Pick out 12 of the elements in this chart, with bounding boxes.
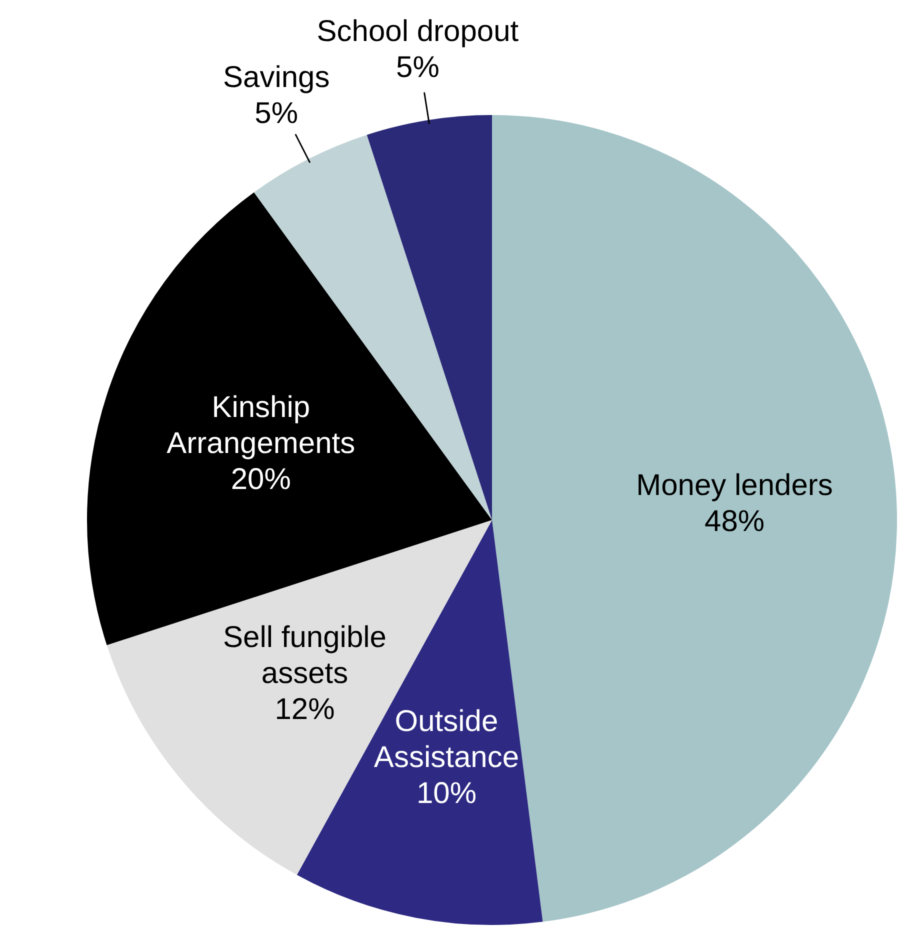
slice-label: Outside Assistance <box>374 704 520 774</box>
slice-label: Savings <box>222 61 330 94</box>
slice-label: School dropout <box>316 15 520 48</box>
data-label: 5% <box>396 51 440 84</box>
slice-label: Sell fungible assets <box>223 621 386 690</box>
data-label: 5% <box>254 97 298 130</box>
slice-label: Money lenders <box>636 469 833 502</box>
slice-label: Kinship Arrangements <box>166 391 356 460</box>
data-label: 48% <box>704 505 765 538</box>
data-label: 20% <box>230 463 291 496</box>
data-label: 12% <box>274 693 335 726</box>
data-label: 10% <box>416 776 476 810</box>
